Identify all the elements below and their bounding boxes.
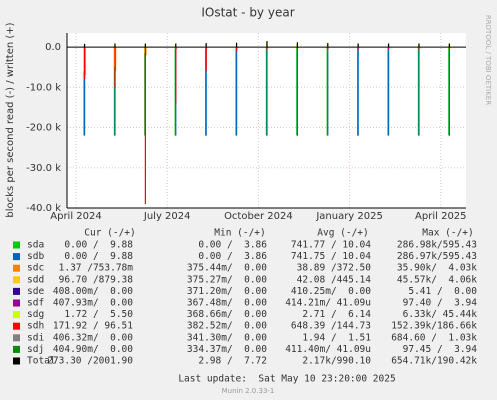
legend-name: sdh	[27, 321, 44, 332]
legend-cell: 0.00 / 3.86	[198, 240, 267, 251]
legend-name: sdc	[27, 263, 44, 274]
legend-cell: 2.17k/990.10	[302, 356, 371, 367]
legend-cell: 42.08 /445.14	[297, 274, 372, 285]
legend-cell: 38.89 /372.50	[297, 263, 372, 274]
last-update: Last update: Sat May 10 23:20:00 2025	[178, 374, 395, 385]
legend-cell: 407.93m/ 0.00	[53, 298, 133, 309]
legend-cell: 0.00 / 3.86	[198, 251, 267, 262]
legend-name: sdj	[27, 344, 44, 355]
legend-cell: 382.52m/ 0.00	[187, 321, 267, 332]
legend-cell: 404.90m/ 0.00	[53, 344, 133, 355]
legend-cell: 97.45 / 3.94	[403, 344, 478, 355]
legend-header: Max (-/+)	[422, 228, 473, 239]
legend-cell: 97.40 / 3.94	[403, 298, 478, 309]
legend-cell: 45.57k/ 4.06k	[397, 274, 477, 285]
legend-name: sdg	[27, 309, 44, 320]
legend-cell: 273.30 /2001.90	[47, 356, 133, 367]
legend-cell: 341.30m/ 0.00	[187, 332, 267, 343]
legend-cell: 5.41 / 0.00	[408, 286, 477, 297]
legend-header: Min (-/+)	[214, 228, 265, 239]
x-tick-label: April 2025	[415, 211, 466, 222]
legend-cell: 367.48m/ 0.00	[187, 298, 267, 309]
legend-name: sdb	[27, 251, 44, 262]
legend-cell: 375.27m/ 0.00	[187, 274, 267, 285]
legend-name: sda	[27, 240, 44, 251]
legend-cell: 0.00 / 9.88	[64, 251, 133, 262]
legend-cell: 1.72 / 5.50	[64, 309, 133, 320]
legend-cell: 152.39k/186.66k	[391, 321, 477, 332]
legend-cell: 411.40m/ 41.09u	[285, 344, 371, 355]
y-tick-label: -10.0 k	[26, 82, 61, 93]
y-tick-label: -30.0 k	[26, 163, 61, 174]
legend-cell: 371.20m/ 0.00	[187, 286, 267, 297]
legend-cell: 0.00 / 9.88	[64, 240, 133, 251]
legend-swatch	[13, 276, 20, 284]
legend-swatch	[13, 241, 20, 249]
legend-header: Avg (-/+)	[317, 228, 368, 239]
legend-swatch	[13, 287, 20, 295]
legend-cell: 35.90k/ 4.03k	[397, 263, 477, 274]
legend-swatch	[13, 299, 20, 307]
y-axis-label: blocks per second read (-) / written (+)	[5, 22, 16, 217]
legend-cell: 648.39 /144.73	[291, 321, 371, 332]
legend-cell: 286.98k/595.43	[397, 240, 477, 251]
legend-name: sdf	[27, 298, 44, 309]
marks	[83, 41, 451, 204]
x-tick-label: April 2024	[50, 211, 101, 222]
legend-cell: 414.21m/ 41.09u	[285, 298, 371, 309]
legend-swatch	[13, 357, 20, 365]
y-tick-label: 0.0	[45, 42, 61, 53]
side-label: RRDTOOL / TOBI OETIKER	[484, 15, 492, 105]
legend-cell: 6.33k/ 45.44k	[403, 309, 478, 320]
legend-cell: 1.94 / 1.51	[302, 332, 371, 343]
legend-swatch	[13, 311, 20, 319]
legend-swatch	[13, 334, 20, 342]
legend-cell: 408.00m/ 0.00	[53, 286, 133, 297]
legend-name: sdd	[27, 274, 44, 285]
legend-cell: 741.75 / 10.04	[291, 251, 371, 262]
legend-name: Total	[27, 356, 56, 367]
legend-cell: 2.71 / 6.14	[302, 309, 371, 320]
chart-title: IOstat - by year	[201, 6, 294, 20]
x-tick-label: October 2024	[224, 211, 293, 222]
legend-cell: 1.37 /753.78m	[59, 263, 134, 274]
legend-swatch	[13, 345, 20, 353]
legend-cell: 334.37m/ 0.00	[187, 344, 267, 355]
legend-name: sdi	[27, 332, 44, 343]
legend-cell: 96.70 /879.38	[59, 274, 134, 285]
legend-cell: 2.98 / 7.72	[198, 356, 267, 367]
legend-name: sde	[27, 286, 44, 297]
legend-cell: 741.77 / 10.04	[291, 240, 371, 251]
y-tick-label: -20.0 k	[26, 123, 61, 134]
legend-cell: 684.60 / 1.03k	[391, 332, 477, 343]
legend-cell: 654.71k/190.42k	[391, 356, 477, 367]
legend-cell: 406.32m/ 0.00	[53, 332, 133, 343]
x-tick-label: July 2024	[143, 211, 191, 222]
x-tick-label: January 2025	[315, 211, 383, 222]
legend-cell: 375.44m/ 0.00	[187, 263, 267, 274]
legend-cell: 286.97k/595.43	[397, 251, 477, 262]
footer: Munin 2.0.33-1	[222, 387, 275, 395]
legend-swatch	[13, 253, 20, 261]
legend-swatch	[13, 322, 20, 330]
legend-swatch	[13, 264, 20, 272]
y-tick-label: -40.0 k	[26, 203, 61, 214]
legend-cell: 368.66m/ 0.00	[187, 309, 267, 320]
legend-cell: 410.25m/ 0.00	[291, 286, 371, 297]
legend-header: Cur (-/+)	[84, 228, 135, 239]
legend-cell: 171.92 / 96.51	[53, 321, 133, 332]
